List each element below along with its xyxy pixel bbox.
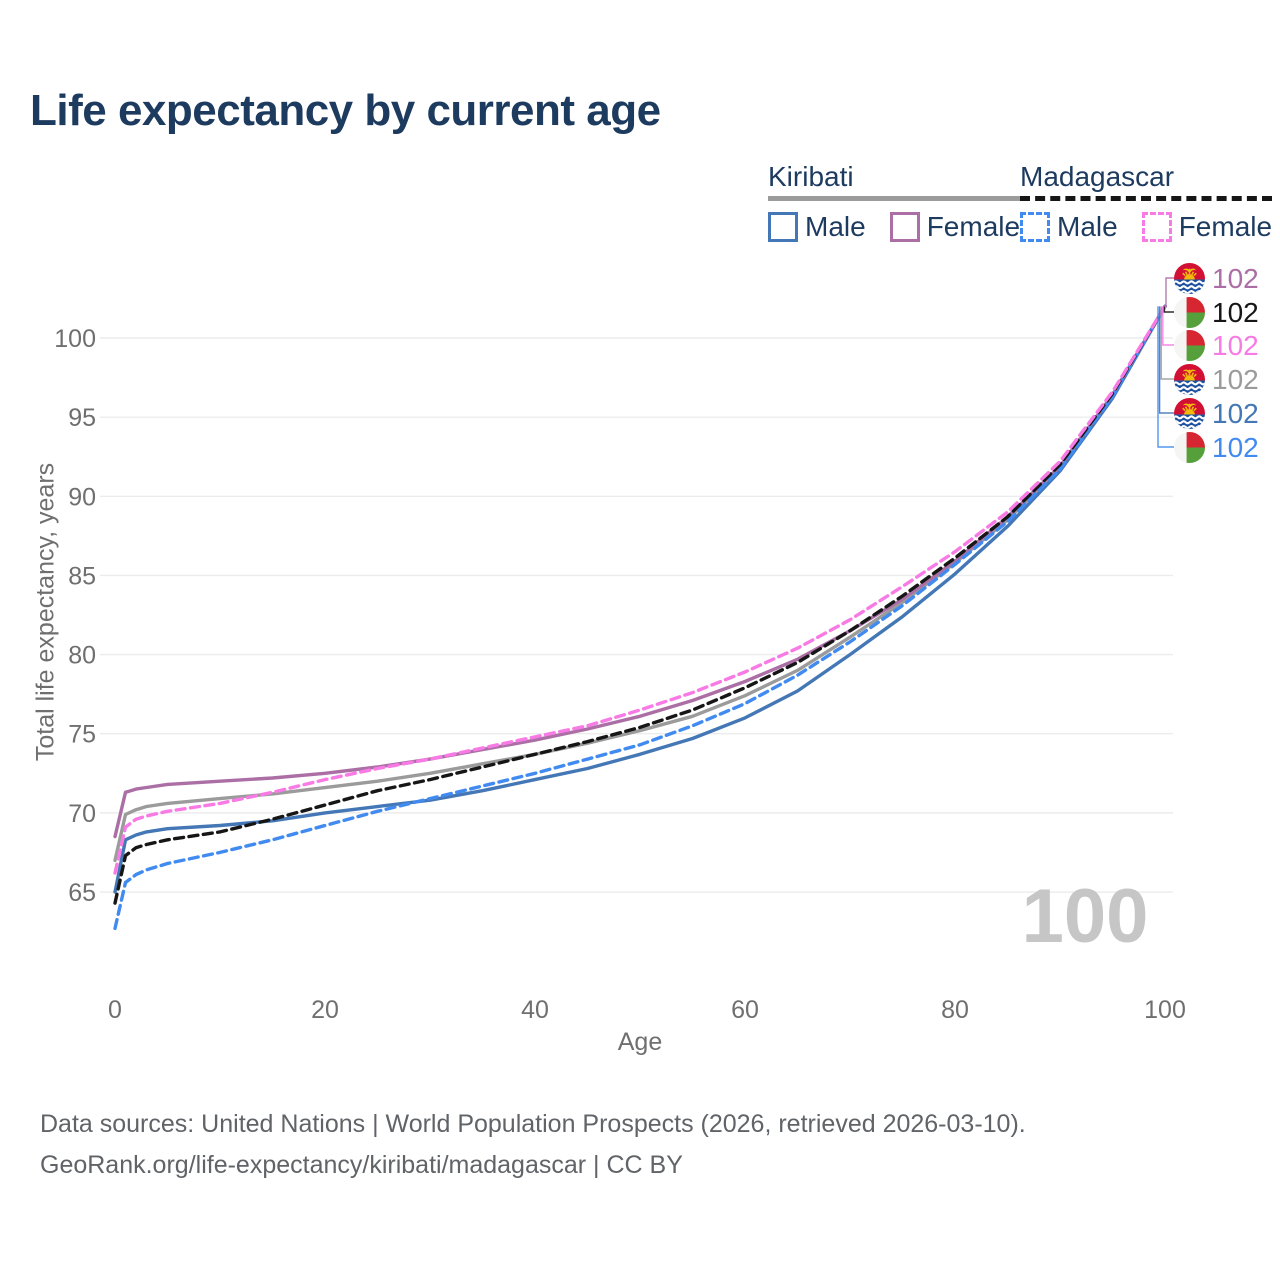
x-axis-title: Age [617, 1028, 663, 1056]
series-line-madagascar-both-sexes- [113, 304, 1167, 905]
x-tick-0: 0 [108, 996, 122, 1024]
madagascar-flag-icon [1174, 297, 1205, 328]
line-chart: 65 70 75 80 85 90 95 100 0 20 40 60 80 100 100 [54, 277, 1186, 1024]
end-label-value: 102 [1212, 262, 1259, 294]
legend-swatch-kiribati-male [768, 212, 798, 242]
legend-group-madagascar: Madagascar Male Female [1020, 161, 1273, 243]
kiribati-flag-icon [1174, 263, 1205, 294]
y-tick-75: 75 [68, 721, 96, 749]
end-label-value: 102 [1212, 397, 1259, 429]
legend-header-madagascar: Madagascar [1020, 161, 1175, 192]
legend-line-sample-madagascar [1020, 196, 1273, 201]
kiribati-flag-icon [1174, 364, 1205, 395]
madagascar-flag-icon [1174, 330, 1205, 361]
leader-line-madagascar-both-sexes- [1163, 306, 1174, 313]
y-tick-85: 85 [68, 562, 96, 590]
legend-group-kiribati: Kiribati Male Female [768, 161, 1021, 243]
series-line-kiribati-male [113, 304, 1167, 894]
legend-label-madagascar-female: Female [1178, 211, 1273, 242]
leader-line-kiribati-both-sexes- [1160, 306, 1174, 380]
end-label-value: 102 [1212, 296, 1259, 328]
y-tick-65: 65 [68, 879, 96, 907]
legend-label-madagascar-male: Male [1057, 211, 1118, 242]
leader-line-madagascar-female [1162, 306, 1174, 346]
page-title: Life expectancy by current age [30, 86, 661, 135]
leader-line-madagascar-male [1157, 306, 1174, 448]
series-line-madagascar-female [113, 304, 1167, 875]
y-tick-90: 90 [68, 483, 96, 511]
y-tick-80: 80 [68, 642, 96, 670]
end-label-value: 102 [1212, 363, 1259, 395]
end-label-value: 102 [1212, 431, 1259, 463]
footer: Data sources: United Nations | World Pop… [40, 1104, 1026, 1186]
legend-line-sample-kiribati [768, 196, 1021, 201]
y-tick-100: 100 [54, 325, 96, 353]
x-tick-100: 100 [1144, 996, 1186, 1024]
end-label-kiribati-both-sexes-: 102 [1174, 364, 1259, 396]
series-line-madagascar-male [113, 304, 1167, 931]
legend-swatch-kiribati-female [889, 212, 920, 242]
series-line-kiribati-female [113, 304, 1167, 839]
legend-swatch-madagascar-male [1020, 212, 1050, 242]
footer-url: GeoRank.org/life-expectancy/kiribati/mad… [40, 1151, 683, 1179]
leader-line-kiribati-male [1158, 306, 1174, 414]
y-tick-95: 95 [68, 404, 96, 432]
end-label-kiribati-female: 102 [1174, 263, 1259, 295]
y-axis-title: Total life expectancy, years [31, 462, 60, 762]
end-label-madagascar-male: 102 [1174, 432, 1259, 464]
madagascar-flag-icon [1174, 432, 1205, 463]
x-tick-40: 40 [521, 996, 549, 1024]
y-tick-70: 70 [68, 800, 96, 828]
end-label-kiribati-male: 102 [1174, 398, 1259, 430]
legend-label-kiribati-male: Male [805, 211, 866, 242]
x-tick-60: 60 [731, 996, 759, 1024]
legend-label-kiribati-female: Female [926, 211, 1021, 242]
x-tick-80: 80 [941, 996, 969, 1024]
watermark-100: 100 [1022, 874, 1149, 959]
kiribati-flag-icon [1174, 398, 1205, 429]
x-tick-20: 20 [311, 996, 339, 1024]
legend-header-kiribati: Kiribati [768, 161, 854, 192]
end-label-madagascar-both-sexes-: 102 [1174, 297, 1259, 329]
footer-data-sources: Data sources: United Nations | World Pop… [40, 1110, 1026, 1138]
end-label-value: 102 [1212, 329, 1259, 361]
legend-swatch-madagascar-female [1141, 212, 1172, 242]
end-label-madagascar-female: 102 [1174, 330, 1259, 362]
leader-line-kiribati-female [1165, 277, 1174, 307]
